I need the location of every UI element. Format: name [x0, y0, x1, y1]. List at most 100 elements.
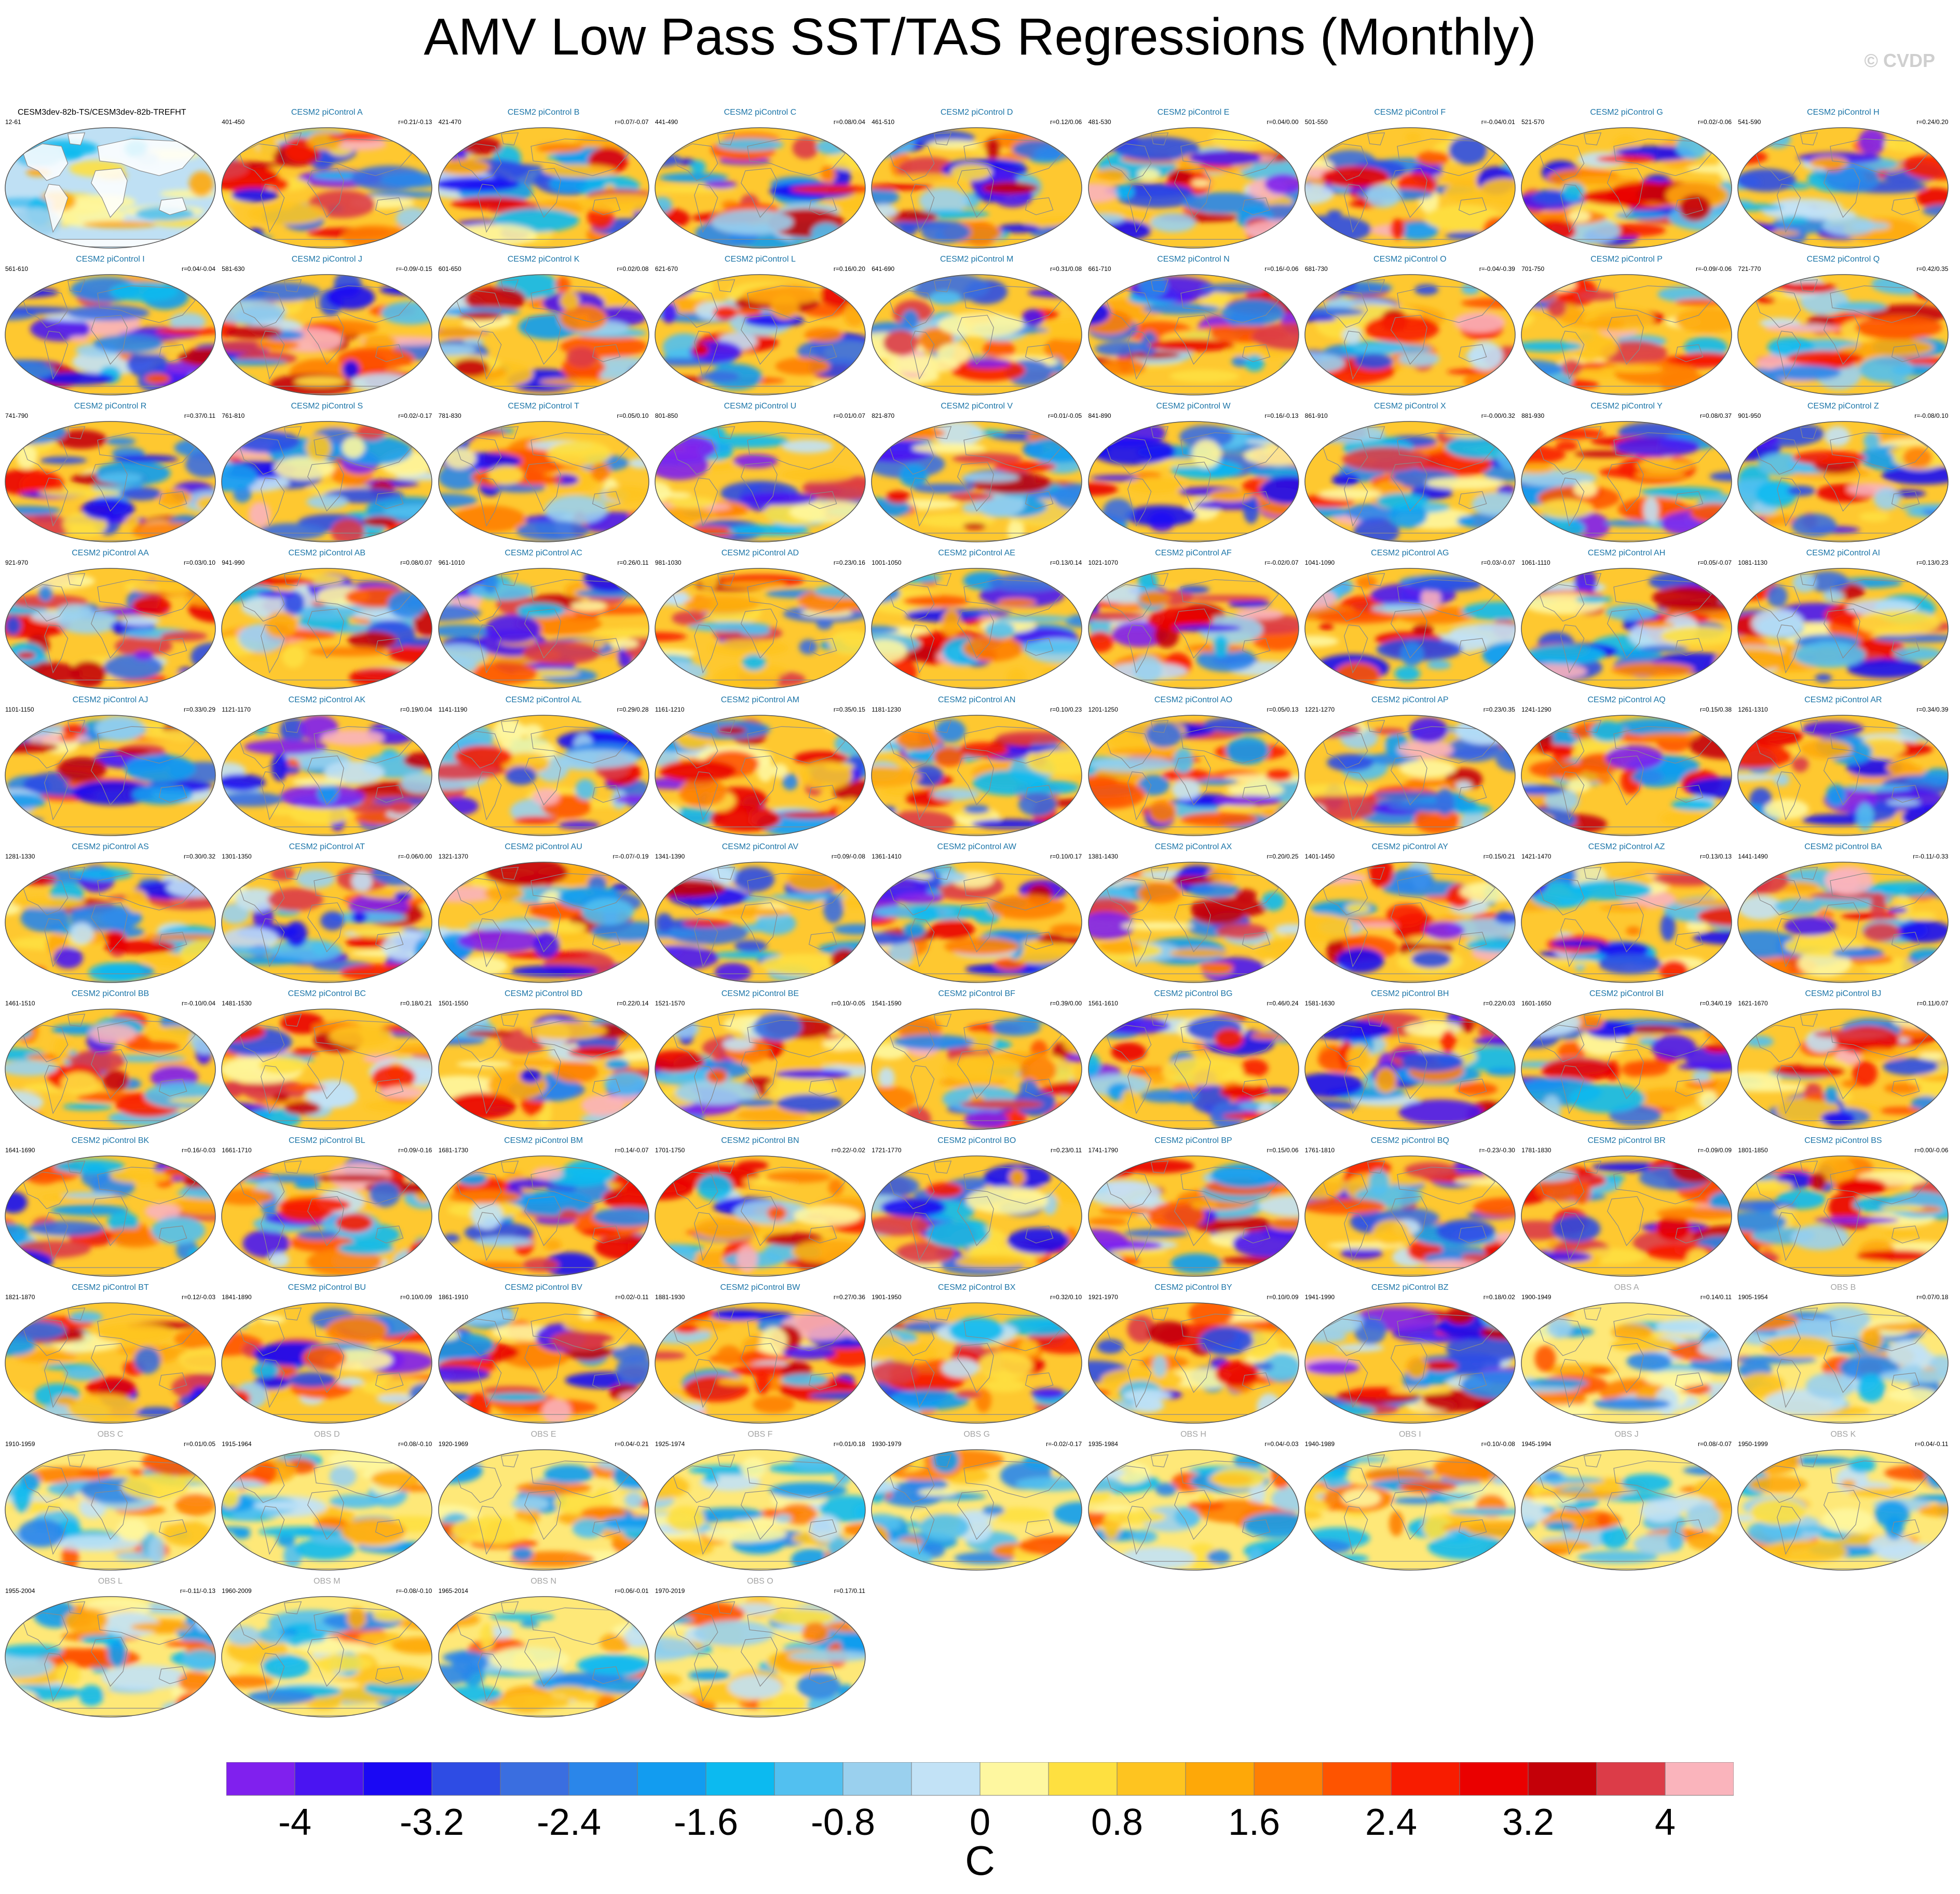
panel-title: OBS I — [1398, 1430, 1421, 1439]
coastline — [456, 731, 501, 769]
anomaly-region — [1009, 1169, 1026, 1187]
anomaly-region — [169, 312, 206, 330]
anomaly-region — [903, 595, 970, 607]
anomaly-region — [160, 631, 208, 642]
panel-title: CESM2 piControl L — [724, 255, 796, 264]
coastline — [1397, 1166, 1495, 1205]
anomaly-region — [655, 568, 688, 589]
panel-correlation: r=0.10/0.09 — [400, 1293, 432, 1301]
anomaly-region — [486, 1393, 547, 1402]
anomaly-region — [282, 645, 305, 668]
anomaly-region — [1140, 331, 1158, 356]
coastline — [1127, 1359, 1151, 1408]
anomaly-region — [543, 1465, 593, 1484]
anomaly-region — [956, 1390, 982, 1398]
coastline — [747, 1166, 846, 1205]
anomaly-region — [1342, 327, 1362, 344]
anomaly-region — [550, 474, 579, 486]
anomaly-region — [1603, 520, 1652, 527]
panel-title: CESM2 piControl AA — [72, 549, 149, 557]
regression-map — [5, 1449, 216, 1571]
anomaly-region — [1461, 283, 1480, 295]
anomaly-region — [1562, 182, 1585, 202]
panel-years: 681-730 — [1304, 265, 1328, 272]
anomaly-region — [1869, 1534, 1914, 1556]
anomaly-region — [717, 1378, 755, 1386]
anomaly-region — [811, 222, 842, 245]
panel-correlation: r=0.02/-0.06 — [1698, 118, 1732, 126]
coastline — [1367, 1307, 1385, 1321]
panel-title: CESM2 piControl I — [76, 255, 145, 264]
anomaly-region — [264, 611, 298, 638]
anomaly-region — [444, 1109, 467, 1128]
anomaly-region — [1815, 674, 1832, 682]
anomaly-region — [962, 635, 1024, 662]
coastline — [158, 638, 187, 656]
coastline — [963, 1460, 1063, 1498]
anomaly-region — [658, 1395, 676, 1423]
anomaly-region — [5, 381, 38, 389]
anomaly-region — [317, 782, 339, 804]
coastline — [91, 608, 128, 659]
coastline — [1025, 197, 1054, 215]
anomaly-region — [1521, 341, 1583, 352]
anomaly-region — [1304, 793, 1379, 821]
anomaly-region — [294, 376, 346, 387]
panel-years: 1041-1090 — [1304, 559, 1335, 566]
anomaly-region — [1651, 1035, 1696, 1060]
map-border — [1737, 862, 1949, 983]
anomaly-region — [896, 892, 943, 904]
coastline — [592, 1079, 621, 1097]
anomaly-region — [959, 742, 1009, 758]
coastline — [1397, 1019, 1495, 1058]
map-border — [5, 715, 216, 836]
anomaly-region — [655, 1107, 684, 1120]
anomaly-region — [104, 939, 176, 954]
panel-years: 1061-1110 — [1521, 559, 1550, 566]
coastline — [158, 785, 187, 803]
panel-title: CESM2 piControl E — [1157, 108, 1230, 117]
anomaly-region — [1749, 1252, 1779, 1264]
anomaly-region — [1192, 440, 1221, 468]
coastline — [1322, 143, 1368, 181]
anomaly-region — [1114, 184, 1134, 199]
coastline — [375, 491, 404, 509]
anomaly-region — [93, 334, 164, 353]
anomaly-region — [522, 1021, 607, 1040]
coastline — [1560, 624, 1585, 674]
map-border — [1521, 1009, 1732, 1130]
anomaly-region — [1561, 359, 1582, 376]
anomaly-region — [1137, 774, 1169, 796]
anomaly-region — [296, 869, 335, 889]
anomaly-region — [1088, 1180, 1161, 1207]
anomaly-region — [1825, 426, 1851, 447]
anomaly-region — [1834, 301, 1887, 312]
anomaly-region — [1787, 485, 1816, 496]
anomaly-region — [1641, 487, 1723, 498]
anomaly-region — [1738, 169, 1796, 192]
map-border — [871, 127, 1082, 249]
panel-correlation: r=0.22/0.03 — [1483, 1000, 1515, 1007]
coastline — [1390, 1049, 1427, 1099]
panel-title: OBS F — [747, 1430, 773, 1439]
anomaly-region — [351, 912, 367, 923]
anomaly-region — [1388, 868, 1434, 892]
anomaly-region — [89, 1024, 137, 1044]
anomaly-region — [235, 888, 277, 911]
coastline — [456, 1318, 501, 1356]
map-panel: CESM2 piControl BT 1821-1870 r=0.12/-0.03 — [2, 1279, 219, 1425]
anomaly-region — [1251, 322, 1299, 351]
panel-title: CESM2 piControl J — [291, 255, 362, 264]
anomaly-region — [872, 183, 934, 190]
anomaly-region — [1107, 747, 1188, 756]
anomaly-region — [1037, 318, 1082, 341]
panel-correlation: r=0.10/0.09 — [1267, 1293, 1299, 1301]
anomaly-region — [454, 745, 512, 768]
anomaly-region — [909, 905, 940, 923]
anomaly-region — [1091, 438, 1175, 465]
page-title: AMV Low Pass SST/TAS Regressions (Monthl… — [424, 8, 1536, 66]
anomaly-region — [982, 1505, 1005, 1516]
coastline — [375, 1372, 404, 1391]
anomaly-region — [655, 951, 666, 968]
map-panel: CESM2 piControl AQ 1241-1290 r=0.15/0.38 — [1518, 691, 1735, 838]
